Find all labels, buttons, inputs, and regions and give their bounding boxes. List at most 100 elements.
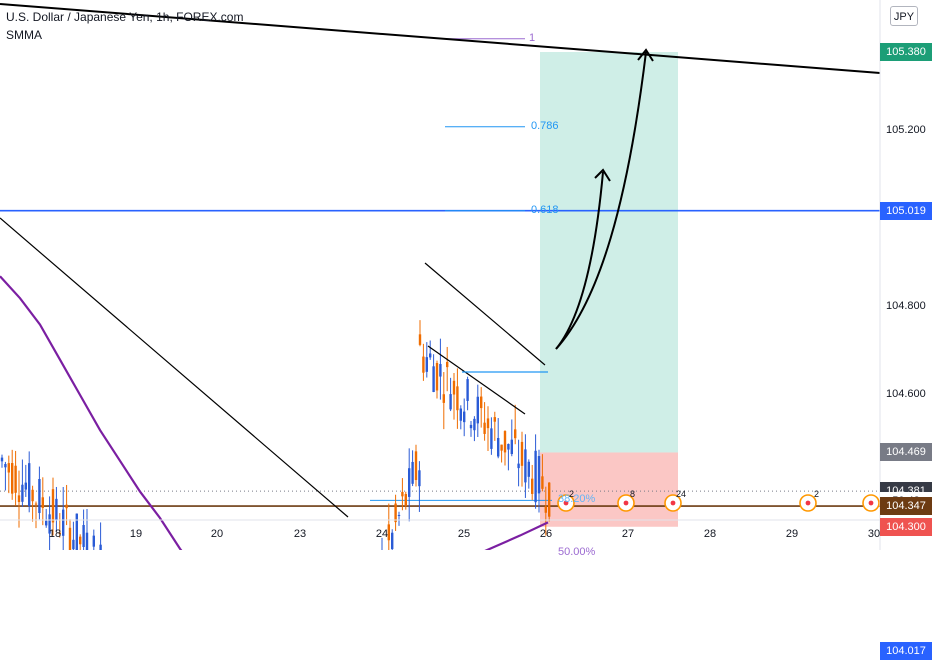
candle-body <box>21 484 24 502</box>
candle <box>531 464 534 501</box>
projection-arrow-long[interactable] <box>555 51 647 350</box>
candle-body <box>41 497 44 508</box>
target-zone[interactable] <box>540 52 678 453</box>
event-count: 24 <box>676 489 687 499</box>
descending-trendline[interactable] <box>0 217 349 518</box>
candle-body <box>408 468 411 497</box>
candle-body <box>446 361 449 368</box>
candle-body <box>58 532 61 535</box>
candle <box>517 439 520 487</box>
candle-body <box>68 527 72 550</box>
candle-body <box>425 357 428 372</box>
candle <box>401 478 404 511</box>
candle <box>527 459 530 489</box>
candle <box>99 522 102 550</box>
candle-body <box>394 503 397 523</box>
candle-body <box>527 461 530 477</box>
channel-upper-line[interactable] <box>424 262 546 366</box>
candle <box>55 486 58 532</box>
candle <box>503 430 507 466</box>
candle-body <box>51 489 55 523</box>
stop-zone[interactable] <box>540 452 678 527</box>
time-tick: 25 <box>457 528 471 540</box>
time-tick: 18 <box>48 528 62 540</box>
candle <box>534 434 537 509</box>
candle-body <box>537 456 541 494</box>
resistance-trendline[interactable] <box>0 3 881 74</box>
fib-label: 0.618 <box>531 203 559 216</box>
candle-body <box>534 450 537 503</box>
projection-arrow-short[interactable] <box>555 171 604 350</box>
event-dot-icon <box>868 500 874 506</box>
candle-body <box>397 514 401 516</box>
price-label[interactable]: 104.017 <box>880 642 932 660</box>
price-label[interactable]: 104.347 <box>880 497 932 516</box>
indicator-label[interactable]: SMMA <box>6 28 42 42</box>
candle <box>68 519 72 550</box>
candle-body <box>452 380 456 395</box>
candle-body <box>92 535 95 547</box>
channel-lower-line[interactable] <box>427 345 526 415</box>
candle-body <box>520 441 524 466</box>
price-tick: 105.200 <box>886 124 926 137</box>
fib-label: 50.00% <box>558 546 596 559</box>
candle-body <box>429 353 432 358</box>
candle-body <box>442 394 445 403</box>
candle <box>456 368 459 429</box>
candle <box>394 494 397 531</box>
candle-body <box>514 429 517 439</box>
candle <box>72 521 75 550</box>
candle <box>466 376 469 411</box>
candle <box>476 384 479 437</box>
candle <box>28 451 31 513</box>
candle <box>449 377 452 412</box>
price-label[interactable]: 105.019 <box>880 201 932 220</box>
candle-body <box>541 476 544 489</box>
candle-body <box>531 478 534 494</box>
candle-body <box>483 422 486 434</box>
candle <box>408 448 411 522</box>
candle <box>418 320 422 347</box>
price-chart[interactable] <box>0 0 932 550</box>
candle-body <box>456 386 459 411</box>
candle <box>11 449 14 500</box>
candle-body <box>517 463 520 469</box>
event-dot-icon <box>805 500 811 506</box>
smma-line[interactable] <box>0 275 549 550</box>
candle <box>486 406 490 451</box>
candle-body <box>0 457 4 462</box>
price-label[interactable]: 104.469 <box>880 443 932 462</box>
currency-button[interactable]: JPY <box>890 6 918 26</box>
candle-body <box>435 363 439 391</box>
candle-body <box>469 424 473 429</box>
price-label[interactable]: 104.300 <box>880 517 932 536</box>
candle <box>0 454 4 468</box>
plot-area[interactable] <box>0 0 880 520</box>
candle-body <box>418 470 421 487</box>
time-tick: 30 <box>867 528 881 540</box>
candle-body <box>510 439 513 455</box>
candle-body <box>466 379 469 401</box>
time-tick: 20 <box>210 528 224 540</box>
candle <box>65 484 68 526</box>
candle-body <box>449 394 452 410</box>
candle-body <box>401 491 404 497</box>
candle <box>58 513 61 538</box>
candle-body <box>82 525 85 547</box>
event-count: 2 <box>814 489 820 499</box>
candle <box>79 534 82 550</box>
candle <box>432 354 435 393</box>
candle-body <box>476 396 479 424</box>
time-tick: 28 <box>703 528 717 540</box>
candle <box>75 513 78 550</box>
candle <box>422 343 425 381</box>
candle-body <box>38 478 41 514</box>
candle <box>537 449 541 513</box>
candle <box>7 455 10 494</box>
candle-body <box>14 465 17 493</box>
candle <box>429 340 432 360</box>
price-label[interactable]: 105.380 <box>880 43 932 61</box>
candle-body <box>432 366 435 393</box>
candle <box>414 444 418 487</box>
candle <box>500 444 503 463</box>
